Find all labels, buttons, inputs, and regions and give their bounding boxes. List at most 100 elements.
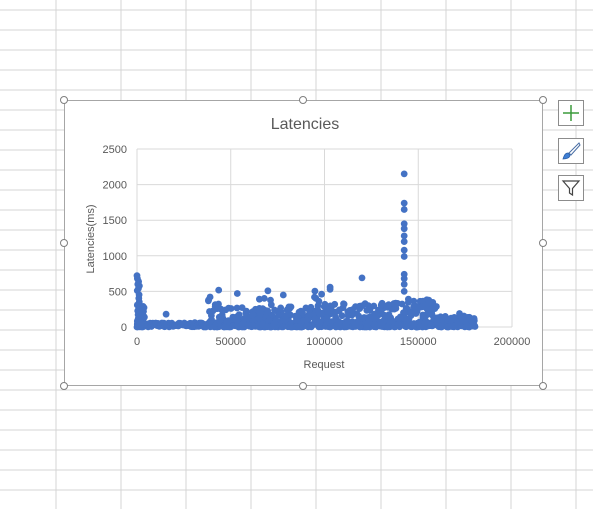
scatter-chart: Latencies 0 500 1000 1500 2000 2500 0 50000 1000… [85, 116, 530, 371]
data-point [225, 317, 232, 324]
chart-area[interactable]: Latencies 0 500 1000 1500 2000 2500 0 50000 1000… [64, 100, 543, 386]
data-point [456, 321, 464, 329]
data-point [307, 303, 315, 311]
data-point [349, 306, 356, 313]
data-point [206, 323, 214, 331]
data-point [354, 320, 362, 328]
data-point [267, 301, 275, 309]
y-tick-label: 1000 [103, 251, 127, 263]
data-points [133, 170, 479, 331]
data-point [437, 313, 444, 321]
resize-handle-bottom-left[interactable] [60, 382, 68, 390]
data-point [400, 232, 408, 240]
data-point [327, 323, 335, 330]
data-point [358, 274, 366, 282]
resize-handle-bottom-right[interactable] [539, 382, 547, 390]
data-point [241, 314, 249, 322]
data-point [348, 311, 356, 319]
data-point [279, 323, 287, 331]
data-point [222, 306, 230, 314]
data-point [433, 319, 441, 326]
data-point [256, 309, 264, 317]
data-point [248, 311, 256, 319]
data-point [342, 321, 350, 329]
y-tick-label: 0 [121, 322, 127, 334]
resize-handle-top-left[interactable] [60, 96, 68, 104]
data-point [216, 317, 224, 325]
resize-handle-top[interactable] [299, 96, 307, 104]
data-point [363, 306, 371, 314]
data-point [400, 170, 408, 178]
data-point [287, 323, 295, 331]
data-point [314, 306, 322, 314]
y-axis-title[interactable]: Latencies(ms) [85, 204, 97, 273]
data-point [311, 293, 318, 301]
data-point [318, 290, 325, 298]
data-point [405, 315, 413, 323]
data-point [365, 318, 373, 326]
data-point [427, 321, 435, 329]
data-point [303, 316, 310, 324]
data-point [332, 308, 340, 316]
data-point [410, 297, 418, 305]
data-point [134, 280, 142, 288]
data-point [358, 302, 366, 310]
data-point [235, 311, 243, 318]
data-point [141, 313, 148, 321]
data-point [335, 318, 343, 326]
data-point [135, 298, 143, 306]
data-point [264, 287, 272, 295]
y-tick-label: 500 [109, 286, 127, 298]
data-point [271, 306, 278, 314]
data-point [419, 311, 427, 319]
resize-handle-right[interactable] [539, 239, 547, 247]
chart-styles-button[interactable] [558, 138, 584, 164]
data-point [215, 286, 223, 294]
data-point [377, 301, 385, 309]
x-tick-label: 0 [134, 336, 140, 348]
data-point [444, 323, 452, 331]
data-point [136, 309, 144, 317]
resize-handle-left[interactable] [60, 239, 68, 247]
data-point [281, 317, 289, 324]
chart-title[interactable]: Latencies [271, 116, 340, 133]
data-point [404, 299, 412, 306]
data-point [429, 299, 437, 306]
resize-handle-top-right[interactable] [539, 96, 547, 104]
funnel-icon [561, 180, 581, 197]
data-point [285, 305, 293, 312]
x-tick-label: 50000 [215, 336, 246, 348]
data-point [392, 305, 400, 312]
x-axis-title[interactable]: Request [304, 359, 345, 371]
data-point [270, 319, 278, 327]
x-tick-label: 100000 [306, 336, 343, 348]
data-point [311, 315, 319, 323]
data-point [400, 199, 408, 207]
data-point [370, 302, 378, 310]
data-point [410, 320, 418, 327]
data-point [371, 315, 378, 322]
resize-handle-bottom[interactable] [299, 382, 307, 390]
data-point [296, 323, 303, 331]
data-point [400, 238, 408, 246]
data-point [461, 318, 469, 325]
chart-filters-button[interactable] [558, 175, 584, 201]
x-tick-label: 150000 [400, 336, 437, 348]
y-tick-label: 2500 [103, 144, 127, 156]
data-point [410, 303, 418, 310]
data-point [400, 275, 408, 282]
chart-elements-button[interactable] [558, 100, 584, 126]
data-point [221, 323, 228, 331]
data-point [456, 310, 463, 317]
data-point [303, 322, 311, 330]
data-point [384, 323, 391, 331]
data-point [242, 308, 250, 316]
data-point [134, 275, 141, 282]
data-point [321, 300, 329, 308]
brush-icon [562, 142, 581, 160]
data-point [400, 288, 408, 295]
data-point [250, 321, 258, 329]
data-point [206, 293, 214, 301]
data-point [162, 310, 170, 318]
data-point [419, 297, 427, 305]
